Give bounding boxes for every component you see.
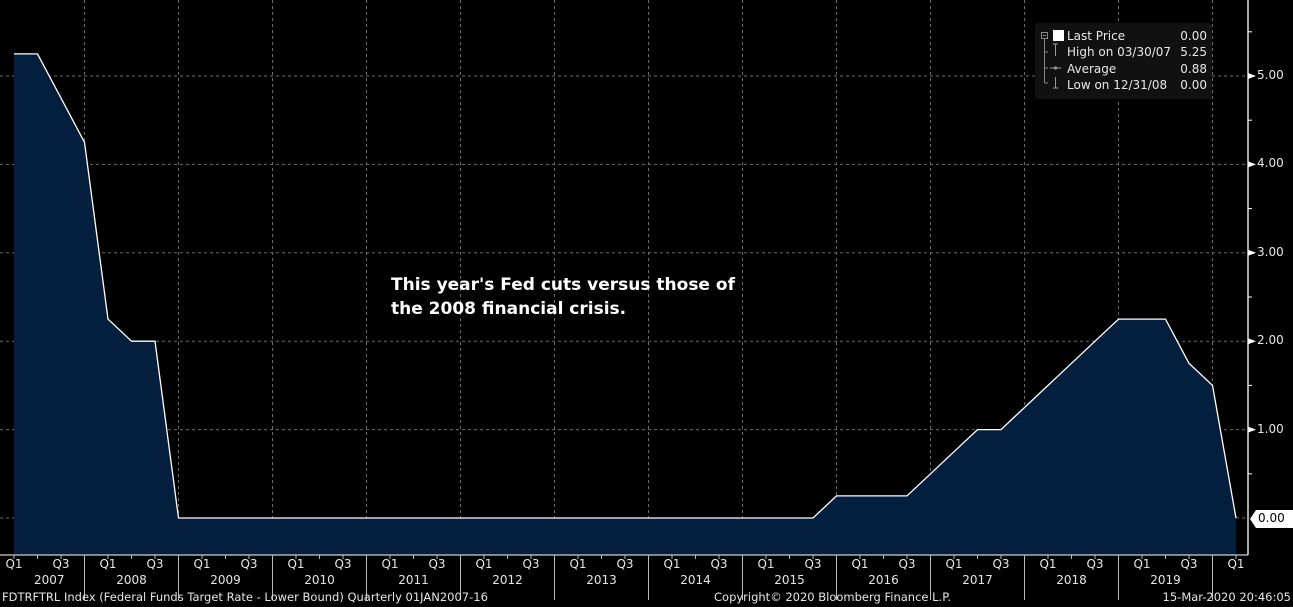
y-tick-label: 1.00 xyxy=(1257,421,1284,436)
legend: Last Price 0.00 High on 03/30/07 5.25 Av… xyxy=(1035,23,1212,99)
x-tick-quarter-label: Q3 xyxy=(334,557,352,571)
x-tick-year-label: 2009 xyxy=(210,573,241,587)
annotation-line-1: This year's Fed cuts versus those of xyxy=(391,275,735,295)
x-tick-year-label: 2014 xyxy=(680,573,711,587)
footer-timestamp: 15-Mar-2020 20:46:05 xyxy=(1162,590,1291,604)
x-tick-quarter-label: Q1 xyxy=(945,557,963,571)
x-tick-quarter-label: Q1 xyxy=(757,557,775,571)
legend-row-low: Low on 12/31/08 0.00 xyxy=(1067,77,1207,93)
x-tick-quarter-label: Q1 xyxy=(381,557,399,571)
legend-value: 0.00 xyxy=(1180,78,1207,92)
last-price-tag-value: 0.00 xyxy=(1258,511,1285,525)
x-tick-quarter-label: Q1 xyxy=(475,557,493,571)
x-tick-year-label: 2017 xyxy=(962,573,993,587)
legend-row-average: Average 0.88 xyxy=(1067,61,1207,77)
y-tick-label: 2.00 xyxy=(1257,333,1284,348)
x-tick-quarter-label: Q3 xyxy=(1086,557,1104,571)
footer-copyright: Copyright© 2020 Bloomberg Finance L.P. xyxy=(714,590,951,604)
x-tick-quarter-label: Q1 xyxy=(569,557,587,571)
footer-security-info: FDTRFTRL Index (Federal Funds Target Rat… xyxy=(2,590,488,604)
tag-shape xyxy=(1250,510,1293,528)
x-tick-year-label: 2007 xyxy=(33,573,65,587)
x-tick-quarter-label: Q3 xyxy=(428,557,446,571)
legend-row-last-price: Last Price 0.00 xyxy=(1067,28,1207,44)
x-tick-quarter-label: Q3 xyxy=(240,557,258,571)
x-tick-year-label: 2008 xyxy=(116,573,147,587)
price-line xyxy=(14,53,1237,519)
x-tick-quarter-label: Q1 xyxy=(1039,557,1057,571)
y-tick-label: 5.00 xyxy=(1257,68,1284,82)
x-tick-quarter-label: Q3 xyxy=(616,557,634,571)
x-tick-quarter-label: Q3 xyxy=(52,557,70,571)
x-tick-year-label: 2016 xyxy=(868,573,899,587)
y-tick-label: 4.00 xyxy=(1257,156,1284,171)
x-tick-year-label: 2011 xyxy=(398,573,429,587)
area-fill xyxy=(14,53,1236,556)
x-tick-quarter-label: Q3 xyxy=(1180,557,1198,571)
x-tick-year-label: 2013 xyxy=(586,573,617,587)
x-tick-year-label: 2018 xyxy=(1056,573,1087,587)
x-tick-year-label: 2015 xyxy=(774,573,805,587)
x-tick-quarter-label: Q3 xyxy=(146,557,164,571)
x-tick-quarter-label: Q1 xyxy=(663,557,681,571)
y-tick-label: 3.00 xyxy=(1257,244,1284,259)
x-tick-quarter-label: Q3 xyxy=(992,557,1010,571)
legend-label: High on 03/30/07 xyxy=(1067,45,1172,59)
annotation-line-2: the 2008 financial crisis. xyxy=(391,299,627,319)
x-tick-quarter-label: Q1 xyxy=(1227,557,1245,571)
legend-tree-icon xyxy=(1041,32,1061,89)
y-axis xyxy=(1247,0,1256,555)
x-axis xyxy=(0,554,1248,600)
x-tick-quarter-label: Q3 xyxy=(898,557,916,571)
x-tick-quarter-label: Q1 xyxy=(1133,557,1151,571)
x-tick-quarter-label: Q3 xyxy=(710,557,728,571)
legend-swatch-icon xyxy=(1053,30,1064,41)
x-tick-quarter-label: Q3 xyxy=(522,557,540,571)
legend-row-high: High on 03/30/07 5.25 xyxy=(1067,44,1207,60)
legend-label: Low on 12/31/08 xyxy=(1067,78,1168,92)
legend-value: 5.25 xyxy=(1180,45,1207,59)
x-tick-quarter-label: Q1 xyxy=(193,557,211,571)
legend-label: Last Price xyxy=(1067,29,1126,43)
x-tick-year-label: 2012 xyxy=(492,573,523,587)
x-tick-year-label: 2019 xyxy=(1150,573,1181,587)
legend-value: 0.88 xyxy=(1180,62,1207,76)
x-tick-quarter-label: Q1 xyxy=(99,557,117,571)
chart-annotation: This year's Fed cuts versus those of the… xyxy=(391,273,735,321)
legend-label: Average xyxy=(1067,62,1117,76)
x-tick-year-label: 2010 xyxy=(304,573,335,587)
last-price-tag: 0.00 xyxy=(1250,510,1293,528)
x-tick-quarter-label: Q3 xyxy=(804,557,822,571)
x-tick-quarter-label: Q1 xyxy=(851,557,869,571)
x-tick-quarter-label: Q1 xyxy=(5,557,23,571)
x-tick-quarter-label: Q1 xyxy=(287,557,305,571)
legend-value: 0.00 xyxy=(1180,29,1207,43)
